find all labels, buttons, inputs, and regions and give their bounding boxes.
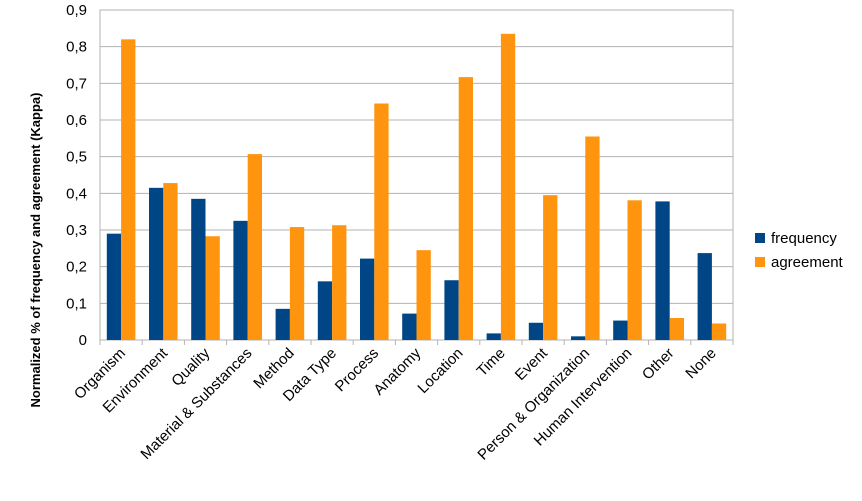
bar-frequency	[613, 320, 628, 340]
bar-agreement	[247, 154, 262, 340]
bar-agreement	[711, 323, 727, 340]
x-tick-label: Other	[639, 345, 678, 384]
bar-agreement	[458, 77, 473, 340]
y-tick-label: 0,9	[66, 2, 87, 19]
bars	[106, 33, 727, 340]
bar-frequency	[317, 281, 333, 340]
x-tick-label: Anatomy	[370, 344, 424, 398]
bar-frequency	[106, 233, 122, 340]
bar-frequency	[571, 336, 586, 340]
y-tick-label: 0,5	[66, 149, 87, 166]
bar-frequency	[233, 220, 248, 340]
bar-frequency	[149, 187, 164, 340]
legend-label-agreement: agreement	[771, 254, 844, 271]
x-tick-label: Time	[474, 345, 509, 380]
y-tick-label: 0,7	[66, 75, 87, 92]
x-tick-label: None	[682, 345, 719, 382]
bar-agreement	[585, 136, 600, 340]
bar-agreement	[289, 227, 305, 340]
y-axis-ticks: 0 0,1 0,2 0,3 0,4 0,5 0,6 0,7 0,8 0,9	[66, 2, 87, 349]
y-tick-label: 0,8	[66, 39, 87, 56]
x-tick-label: Location	[414, 345, 466, 397]
bar-frequency	[655, 201, 670, 340]
legend-label-frequency: frequency	[771, 230, 837, 247]
bar-agreement	[374, 103, 389, 340]
legend-swatch-frequency	[755, 233, 765, 243]
bar-frequency	[275, 308, 290, 340]
bar-frequency	[444, 280, 459, 340]
bar-frequency	[402, 313, 417, 340]
y-tick-label: 0,6	[66, 112, 87, 129]
bar-agreement	[500, 33, 516, 340]
bar-agreement	[669, 318, 684, 340]
legend: frequency agreement	[755, 230, 844, 271]
bar-frequency	[528, 322, 544, 340]
bar-agreement	[543, 195, 558, 340]
bar-agreement	[205, 236, 220, 340]
y-axis-label: Normalized % of frequency and agreement …	[28, 93, 43, 408]
legend-swatch-agreement	[755, 257, 765, 267]
bar-agreement	[163, 183, 178, 340]
x-tick-label: Event	[512, 344, 552, 384]
bar-frequency	[360, 258, 375, 340]
bar-frequency	[191, 198, 206, 340]
y-tick-label: 0,4	[66, 185, 87, 202]
bar-frequency	[697, 253, 712, 340]
bar-agreement	[121, 39, 136, 340]
bar-agreement	[332, 225, 347, 340]
y-tick-label: 0,3	[66, 222, 87, 239]
bar-agreement	[416, 250, 431, 340]
y-tick-label: 0,1	[66, 295, 87, 312]
bar-agreement	[627, 200, 642, 340]
y-tick-label: 0	[79, 332, 87, 349]
y-tick-label: 0,2	[66, 259, 87, 276]
bar-frequency	[486, 333, 501, 340]
